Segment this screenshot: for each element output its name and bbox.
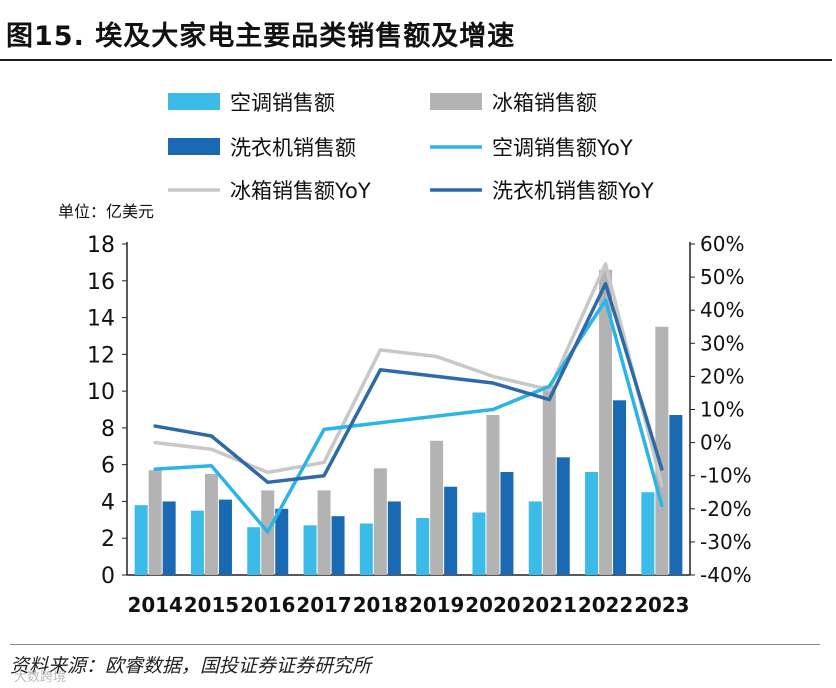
bar-0-2015 (190, 510, 204, 575)
legend-label-0: 空调销售额 (230, 91, 335, 115)
bar-2-2018 (387, 501, 401, 575)
bar-1-2020 (486, 415, 500, 575)
y-left-tick-label: 16 (87, 270, 115, 295)
source-note: 资料来源：欧睿数据，国投证券证券研究所 (10, 644, 820, 678)
x-tick-label: 2017 (296, 593, 351, 617)
bar-2-2014 (162, 501, 176, 575)
legend-label-4: 冰箱销售额YoY (230, 179, 371, 203)
bar-1-2014 (148, 470, 162, 575)
y-right-tick-label: 0% (700, 431, 732, 455)
bar-1-2021 (542, 385, 556, 575)
y-left-tick-label: 14 (87, 307, 115, 332)
bar-2-2015 (218, 499, 232, 575)
bar-1-2022 (599, 269, 613, 575)
legend-label-3: 空调销售额YoY (492, 136, 633, 160)
y-left-tick-label: 12 (87, 343, 115, 368)
title-divider (0, 59, 832, 61)
y-left-tick-label: 4 (101, 490, 115, 515)
x-tick-label: 2022 (578, 593, 633, 617)
x-tick-label: 2015 (184, 593, 239, 617)
bar-0-2021 (528, 501, 542, 575)
bar-0-2018 (359, 523, 373, 575)
bar-0-2017 (303, 525, 317, 575)
legend-swatch-2 (168, 138, 220, 155)
y-left-tick-label: 10 (87, 380, 115, 405)
bar-2-2023 (669, 415, 683, 575)
bar-1-2019 (430, 440, 444, 575)
y-right-tick-label: -10% (700, 464, 752, 488)
y-right-tick-label: 50% (700, 265, 744, 289)
x-tick-label: 2020 (465, 593, 520, 617)
bar-2-2022 (613, 400, 627, 575)
y-right-tick-label: -20% (700, 497, 752, 521)
bar-2-2017 (331, 516, 345, 575)
bar-1-2023 (655, 326, 669, 575)
bar-1-2015 (204, 473, 218, 575)
x-tick-label: 2023 (634, 593, 689, 617)
x-tick-label: 2018 (353, 593, 408, 617)
y-right-tick-label: 30% (700, 331, 744, 355)
y-right-tick-label: 60% (700, 232, 744, 256)
x-tick-label: 2016 (240, 593, 295, 617)
bar-1-2017 (317, 490, 331, 575)
y-right-tick-label: -40% (700, 563, 752, 587)
watermark: 大数跨境 (14, 670, 67, 685)
y-left-tick-label: 6 (101, 454, 115, 479)
legend-swatch-1 (430, 93, 482, 110)
legend-label-1: 冰箱销售额 (492, 91, 597, 115)
bar-0-2020 (472, 512, 486, 575)
bar-0-2022 (585, 472, 599, 575)
y-right-tick-label: -30% (700, 530, 752, 554)
y-right-tick-label: 20% (700, 364, 744, 388)
bar-0-2023 (641, 492, 655, 575)
bar-2-2020 (500, 472, 514, 575)
bar-2-2016 (275, 508, 289, 575)
x-tick-label: 2014 (128, 593, 183, 617)
legend-label-2: 洗衣机销售额 (230, 136, 356, 160)
legend-label-5: 洗衣机销售额YoY (492, 179, 654, 203)
x-tick-label: 2021 (522, 593, 577, 617)
x-tick-label: 2019 (409, 593, 464, 617)
chart-title: 图15. 埃及大家电主要品类销售额及增速 (6, 21, 516, 52)
y-left-tick-label: 18 (87, 233, 115, 258)
bar-0-2014 (134, 505, 148, 575)
y-right-tick-label: 10% (700, 398, 744, 422)
bar-1-2018 (373, 468, 387, 575)
y-left-tick-label: 8 (101, 417, 115, 442)
y-left-tick-label: 2 (101, 527, 115, 552)
unit-label: 单位：亿美元 (58, 202, 154, 221)
bar-2-2021 (556, 457, 570, 575)
line-series-2 (153, 281, 664, 485)
y-left-tick-label: 0 (101, 564, 115, 589)
bar-0-2019 (416, 517, 430, 575)
y-right-tick-label: 40% (700, 298, 744, 322)
bar-2-2019 (444, 486, 458, 575)
legend-swatch-0 (168, 93, 220, 110)
bar-0-2016 (247, 527, 261, 575)
